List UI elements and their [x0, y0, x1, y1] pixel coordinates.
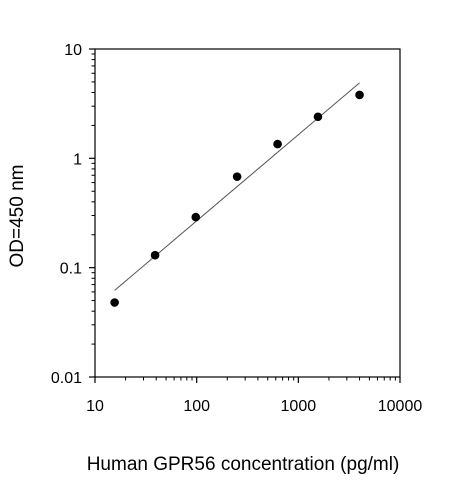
plot-area-border — [94, 48, 401, 378]
data-point — [313, 112, 323, 122]
x-tick-label: 100 — [183, 398, 210, 415]
data-point — [110, 298, 119, 307]
data-point — [355, 90, 364, 100]
y-tick-label: 0.01 — [51, 370, 82, 387]
x-tick-label: 10000 — [378, 398, 423, 415]
y-tick-label: 1 — [73, 151, 82, 168]
y-tick-label: 0.1 — [60, 261, 82, 278]
x-tick-label: 10 — [86, 398, 104, 415]
y-axis-ticks: 0.01 0.1 1 10 — [51, 42, 95, 387]
plot-frame — [94, 48, 401, 378]
x-axis-title: Human GPR56 concentration (pg/ml) — [87, 454, 400, 475]
y-axis-title: OD=450 nm — [7, 165, 28, 268]
x-tick-label: 1000 — [281, 398, 317, 415]
data-point — [273, 139, 282, 149]
x-axis-ticks: 10 100 1000 10000 — [86, 377, 422, 415]
data-point — [191, 212, 201, 222]
data-points — [110, 90, 364, 307]
y-tick-label: 10 — [64, 42, 82, 59]
data-point — [150, 250, 160, 260]
data-point — [232, 172, 242, 181]
